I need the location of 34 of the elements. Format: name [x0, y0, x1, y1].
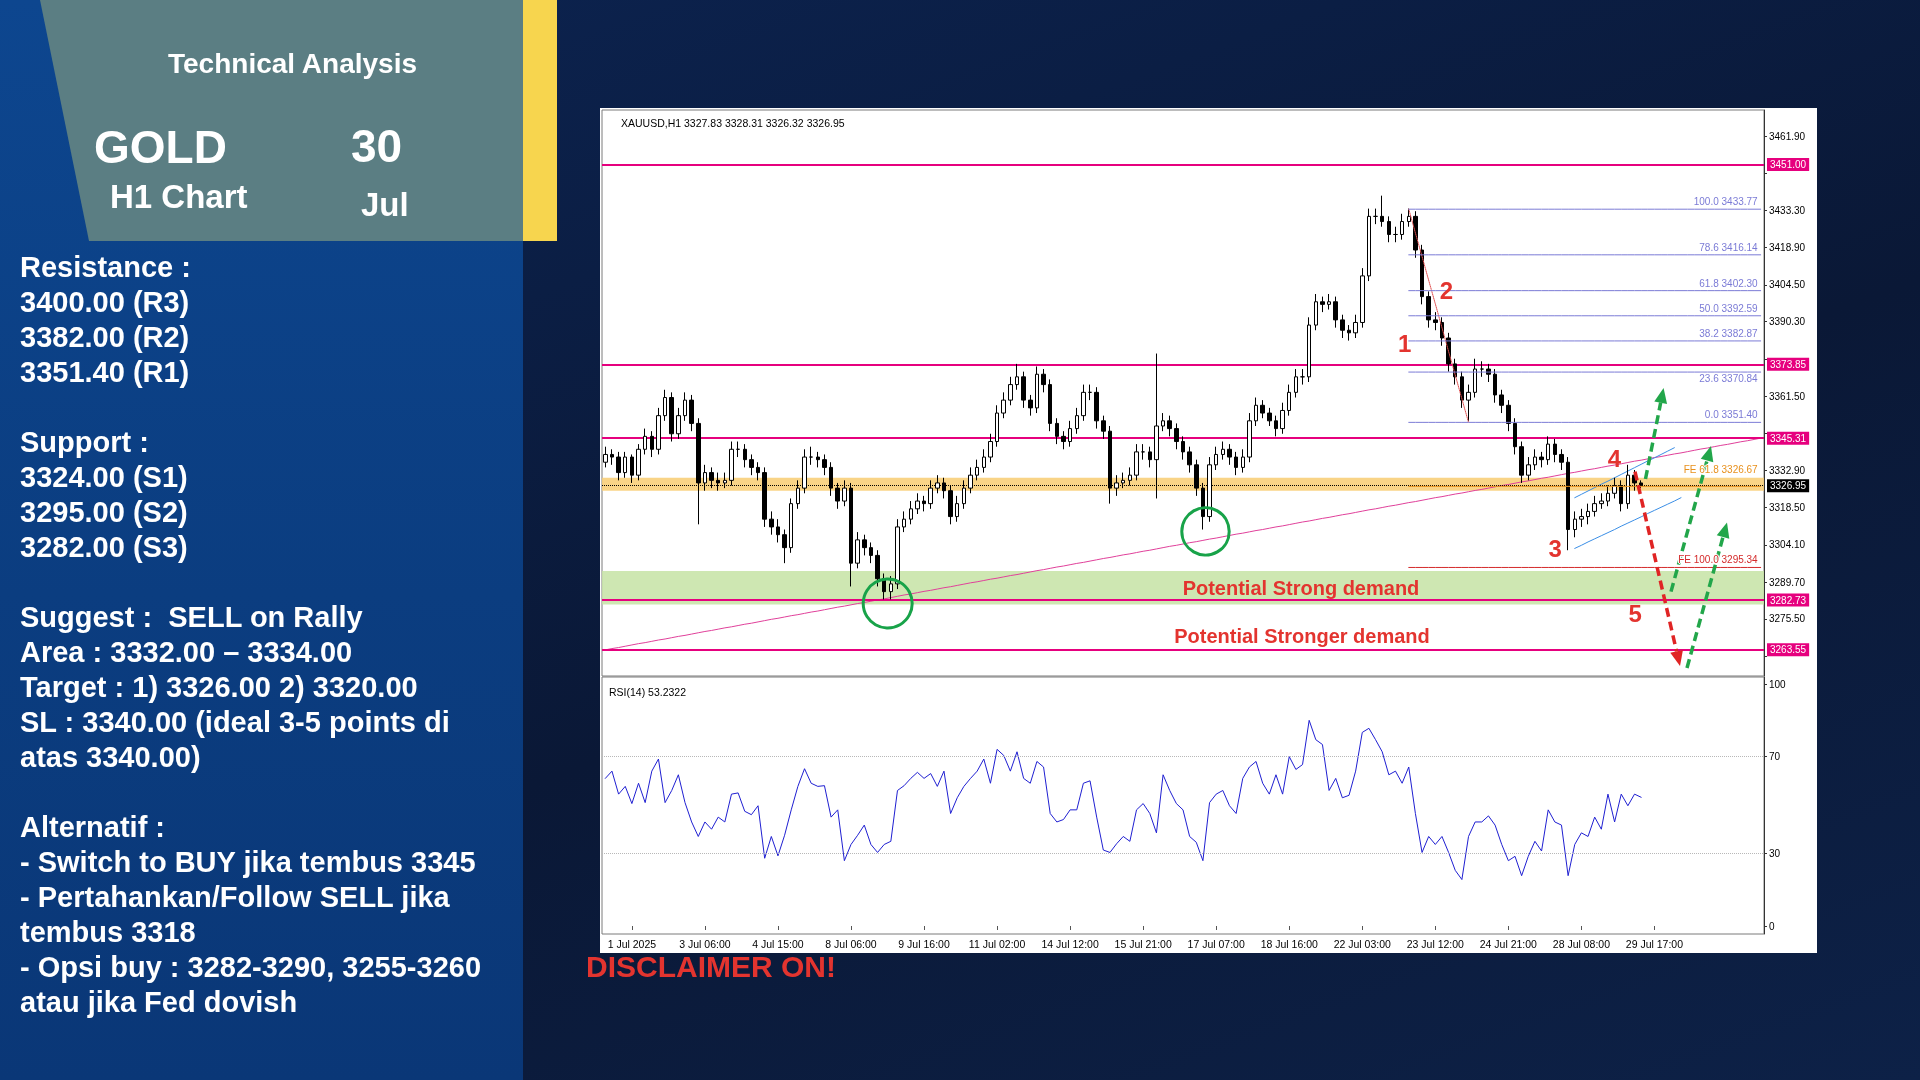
- x-tick-label: 8 Jul 06:00: [825, 937, 877, 950]
- x-tick-label: 1 Jul 2025: [607, 937, 657, 950]
- x-tick-label: 22 Jul 03:00: [1333, 937, 1392, 950]
- x-tick-label: 4 Jul 15:00: [752, 937, 804, 950]
- y-tick-label: 0: [1769, 920, 1775, 932]
- text: Support : 3324.00 (S1) 3295.00 (S2) 3282.00 (S3): [20, 425, 189, 565]
- x-tick-label: 23 Jul 12:00: [1406, 937, 1465, 950]
- x-tick-label: 29 Jul 17:00: [1625, 937, 1684, 950]
- y-tick-label: 100: [1769, 678, 1787, 690]
- y-tick-label: 30: [1769, 847, 1781, 859]
- text: Resistance : 3400.00 (R3) 3382.00 (R2) 3351.40 (R1): [20, 250, 192, 390]
- x-tick-label: 11 Jul 02:00: [968, 937, 1026, 950]
- text: Technical Analysis: [168, 48, 417, 79]
- x-tick-label: 15 Jul 21:00: [1114, 937, 1172, 950]
- text: Jul: [361, 186, 409, 223]
- text: Alternatif : - Switch to BUY jika tembus 3345 - Pertahankan/Follow SELL jika tembus 3318 - Opsi buy : 3282-3290, 3255-3260 atau jika Fed dovish: [20, 810, 482, 1020]
- text: GOLD: [94, 121, 227, 173]
- x-tick-label: 28 Jul 08:00: [1552, 937, 1611, 950]
- text: 30: [351, 120, 403, 172]
- text: DISCLAIMER ON!: [586, 950, 836, 983]
- y-tick-label: 70: [1769, 751, 1781, 763]
- candlestick: [603, 446, 608, 468]
- line-series: [604, 719, 1642, 881]
- text: H1 Chart: [110, 178, 248, 215]
- x-tick-label: 17 Jul 07:00: [1187, 937, 1245, 950]
- candlestick: [610, 448, 614, 466]
- x-tick-label: 9 Jul 16:00: [898, 937, 950, 950]
- x-tick-label: 3 Jul 06:00: [679, 937, 731, 950]
- text: RSI(14) 53.2322: [609, 685, 687, 698]
- x-tick-label: 24 Jul 21:00: [1479, 937, 1538, 950]
- text: Suggest : SELL on Rally Area : 3332.00 – 3334.00 Target : 1) 3326.00 2) 3320.00 SL : 3340.00 (ideal 3-5 points di atas 3340.00): [20, 600, 451, 775]
- candlestick: [616, 451, 621, 481]
- x-tick-label: 14 Jul 12:00: [1041, 937, 1099, 950]
- x-tick-label: 18 Jul 16:00: [1260, 937, 1318, 950]
